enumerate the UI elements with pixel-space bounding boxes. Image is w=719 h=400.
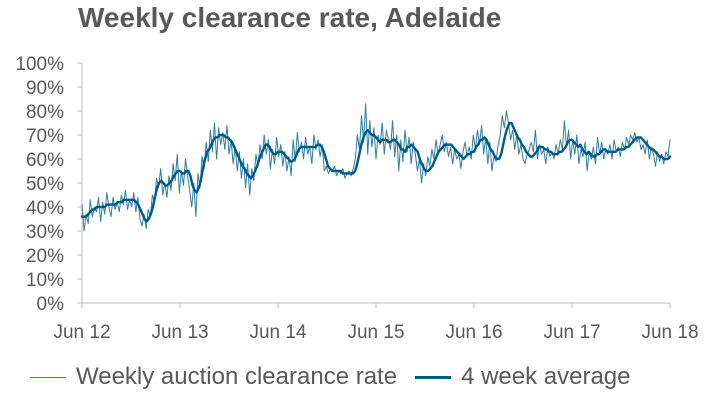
legend-swatch-weekly	[30, 376, 66, 378]
y-tick-label: 30%	[26, 222, 64, 243]
y-tick-label: 50%	[26, 174, 64, 195]
y-tick-label: 20%	[26, 246, 64, 267]
x-tick-label: Jun 17	[543, 322, 600, 343]
legend-swatch-average	[415, 375, 452, 379]
legend-label-average: 4 week average	[461, 363, 631, 390]
y-tick-label: 10%	[26, 270, 64, 291]
x-tick-label: Jun 15	[347, 322, 404, 343]
y-tick-label: 40%	[26, 198, 64, 219]
series-line-weekly-clearance	[81, 103, 671, 232]
x-tick-label: Jun 18	[641, 322, 698, 343]
y-tick-label: 100%	[15, 54, 64, 75]
x-tick-label: Jun 14	[249, 322, 306, 343]
legend-label-weekly: Weekly auction clearance rate	[76, 363, 398, 390]
chart-title: Weekly clearance rate, Adelaide	[78, 2, 502, 33]
y-tick-label: 90%	[26, 78, 64, 99]
series-line-4-week-average	[80, 121, 672, 223]
x-tick-label: Jun 16	[445, 322, 502, 343]
legend-item-weekly: Weekly auction clearance rate	[30, 363, 397, 391]
y-tick-label: 80%	[26, 102, 64, 123]
legend: Weekly auction clearance rate 4 week ave…	[30, 362, 649, 392]
legend-item-average: 4 week average	[415, 363, 631, 391]
x-tick-label: Jun 13	[151, 322, 208, 343]
y-tick-label: 70%	[26, 126, 64, 147]
x-tick-label: Jun 12	[53, 322, 110, 343]
y-tick-label: 60%	[26, 150, 64, 171]
y-tick-label: 0%	[37, 294, 65, 315]
